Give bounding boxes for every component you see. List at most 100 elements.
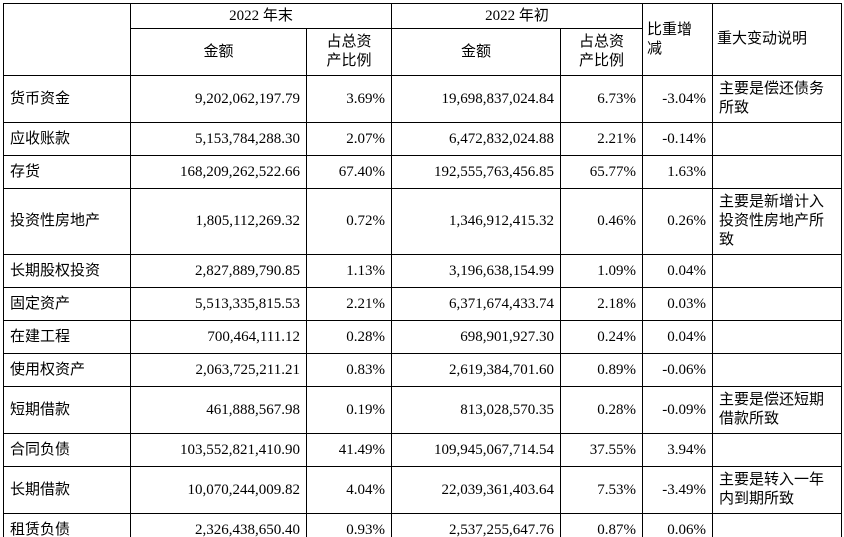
begin-amount: 698,901,927.30 <box>391 320 562 354</box>
table-row-lease-liabilities: 租赁负债 2,326,438,650.40 0.93% 2,537,255,64… <box>3 513 843 537</box>
end-amount: 168,209,262,522.66 <box>130 155 307 189</box>
row-label: 存货 <box>3 155 131 189</box>
end-amount: 5,513,335,815.53 <box>130 287 307 321</box>
end-amount-header: 金额 <box>130 28 307 76</box>
begin-ratio: 0.24% <box>560 320 644 354</box>
end-ratio: 0.83% <box>305 353 393 387</box>
begin-amount: 19,698,837,024.84 <box>391 75 562 123</box>
end-amount: 10,070,244,009.82 <box>130 466 307 514</box>
begin-amount: 6,472,832,024.88 <box>391 122 562 156</box>
row-label: 应收账款 <box>3 122 131 156</box>
table-row-long-term-equity-investment: 长期股权投资 2,827,889,790.85 1.13% 3,196,638,… <box>3 254 843 288</box>
begin-ratio: 37.55% <box>560 433 644 467</box>
begin-ratio: 0.87% <box>560 513 644 537</box>
row-label: 租赁负债 <box>3 513 131 537</box>
note-cell <box>712 513 843 537</box>
end-amount: 103,552,821,410.90 <box>130 433 307 467</box>
end-ratio: 67.40% <box>305 155 393 189</box>
end-ratio: 3.69% <box>305 75 393 123</box>
end-ratio: 0.72% <box>305 188 393 255</box>
end-amount: 9,202,062,197.79 <box>130 75 307 123</box>
row-label: 合同负债 <box>3 433 131 467</box>
begin-ratio: 6.73% <box>560 75 644 123</box>
row-label: 长期股权投资 <box>3 254 131 288</box>
end-ratio: 41.49% <box>305 433 393 467</box>
begin-amount: 109,945,067,714.54 <box>391 433 562 467</box>
end-amount: 1,805,112,269.32 <box>130 188 307 255</box>
begin-amount-header: 金额 <box>391 28 562 76</box>
table-row-short-term-borrowings: 短期借款 461,888,567.98 0.19% 813,028,570.35… <box>3 386 843 434</box>
change-header: 比重增 减 <box>642 3 714 76</box>
begin-amount: 1,346,912,415.32 <box>391 188 562 255</box>
begin-amount: 813,028,570.35 <box>391 386 562 434</box>
row-label: 固定资产 <box>3 287 131 321</box>
change-value: 1.63% <box>642 155 714 189</box>
change-value: -0.09% <box>642 386 714 434</box>
table-row-right-of-use-assets: 使用权资产 2,063,725,211.21 0.83% 2,619,384,7… <box>3 353 843 387</box>
begin-amount: 3,196,638,154.99 <box>391 254 562 288</box>
table-row-monetary-funds: 货币资金 9,202,062,197.79 3.69% 19,698,837,0… <box>3 75 843 123</box>
row-label: 投资性房地产 <box>3 188 131 255</box>
table-row-inventory: 存货 168,209,262,522.66 67.40% 192,555,763… <box>3 155 843 189</box>
change-value: -3.04% <box>642 75 714 123</box>
begin-amount: 6,371,674,433.74 <box>391 287 562 321</box>
period-begin-header: 2022 年初 <box>391 3 644 29</box>
table-row-accounts-receivable: 应收账款 5,153,784,288.30 2.07% 6,472,832,02… <box>3 122 843 156</box>
row-label: 在建工程 <box>3 320 131 354</box>
note-header: 重大变动说明 <box>712 3 843 76</box>
note-cell: 主要是新增计入投资性房地产所致 <box>712 188 843 255</box>
period-end-header: 2022 年末 <box>129 3 393 29</box>
table-row-construction-in-progress: 在建工程 700,464,111.12 0.28% 698,901,927.30… <box>3 320 843 354</box>
note-cell: 主要是偿还短期借款所致 <box>712 386 843 434</box>
end-ratio: 1.13% <box>305 254 393 288</box>
end-ratio: 2.21% <box>305 287 393 321</box>
begin-amount: 192,555,763,456.85 <box>391 155 562 189</box>
row-label: 短期借款 <box>3 386 131 434</box>
change-value: -3.49% <box>642 466 714 514</box>
row-label: 货币资金 <box>3 75 131 123</box>
begin-ratio: 0.46% <box>560 188 644 255</box>
begin-ratio: 2.18% <box>560 287 644 321</box>
table-row-investment-property: 投资性房地产 1,805,112,269.32 0.72% 1,346,912,… <box>3 188 843 255</box>
change-value: 0.04% <box>642 320 714 354</box>
end-ratio: 0.93% <box>305 513 393 537</box>
table-row-contract-liabilities: 合同负债 103,552,821,410.90 41.49% 109,945,0… <box>3 433 843 467</box>
change-value: 0.06% <box>642 513 714 537</box>
end-ratio: 2.07% <box>305 122 393 156</box>
begin-ratio-header: 占总资 产比例 <box>560 28 644 76</box>
header-row-measures: 金额 占总资 产比例 金额 占总资 产比例 <box>4 28 842 76</box>
change-value: 3.94% <box>642 433 714 467</box>
end-amount: 2,827,889,790.85 <box>130 254 307 288</box>
asset-liability-change-table: 2022 年末 2022 年初 比重增 减 重大变动说明 金额 占总资 产比例 … <box>3 3 843 537</box>
begin-ratio: 0.89% <box>560 353 644 387</box>
begin-ratio: 65.77% <box>560 155 644 189</box>
begin-amount: 2,537,255,647.76 <box>391 513 562 537</box>
end-ratio: 4.04% <box>305 466 393 514</box>
note-cell <box>712 353 843 387</box>
end-amount: 5,153,784,288.30 <box>130 122 307 156</box>
begin-amount: 22,039,361,403.64 <box>391 466 562 514</box>
end-amount: 2,063,725,211.21 <box>130 353 307 387</box>
end-ratio: 0.28% <box>305 320 393 354</box>
corner-cell <box>3 3 131 76</box>
end-amount: 2,326,438,650.40 <box>130 513 307 537</box>
note-cell: 主要是转入一年内到期所致 <box>712 466 843 514</box>
end-ratio-header: 占总资 产比例 <box>305 28 393 76</box>
header-row-periods: 2022 年末 2022 年初 比重增 减 重大变动说明 <box>3 3 843 76</box>
table-row-fixed-assets: 固定资产 5,513,335,815.53 2.21% 6,371,674,43… <box>3 287 843 321</box>
row-label: 使用权资产 <box>3 353 131 387</box>
note-cell <box>712 122 843 156</box>
note-cell <box>712 433 843 467</box>
note-cell <box>712 287 843 321</box>
change-value: 0.26% <box>642 188 714 255</box>
change-value: 0.03% <box>642 287 714 321</box>
change-value: -0.06% <box>642 353 714 387</box>
begin-amount: 2,619,384,701.60 <box>391 353 562 387</box>
note-cell <box>712 254 843 288</box>
table-row-long-term-borrowings: 长期借款 10,070,244,009.82 4.04% 22,039,361,… <box>3 466 843 514</box>
note-cell: 主要是偿还债务所致 <box>712 75 843 123</box>
begin-ratio: 7.53% <box>560 466 644 514</box>
begin-ratio: 0.28% <box>560 386 644 434</box>
begin-ratio: 2.21% <box>560 122 644 156</box>
